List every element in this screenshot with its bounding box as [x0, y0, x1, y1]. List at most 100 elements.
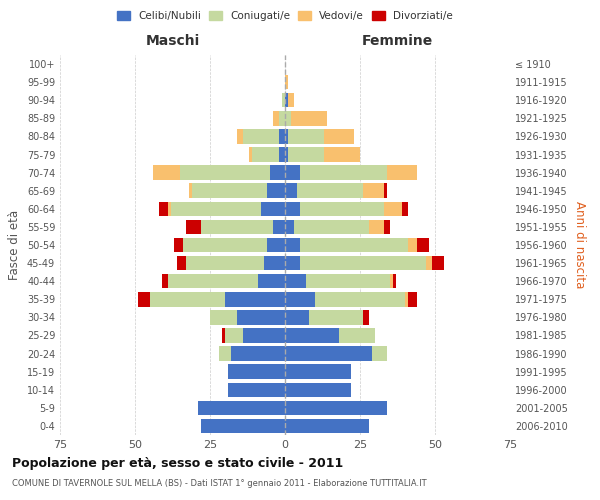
Bar: [285, 75, 288, 90]
Bar: [285, 220, 294, 234]
Bar: [285, 148, 288, 162]
Bar: [222, 328, 225, 342]
Bar: [153, 166, 180, 180]
Bar: [300, 166, 387, 180]
Bar: [138, 292, 150, 306]
Bar: [252, 148, 279, 162]
Bar: [408, 238, 417, 252]
Bar: [297, 184, 363, 198]
Bar: [384, 220, 390, 234]
Bar: [201, 418, 285, 433]
Bar: [432, 256, 444, 270]
Bar: [282, 93, 285, 108]
Bar: [168, 274, 258, 288]
Bar: [306, 274, 390, 288]
Bar: [279, 148, 285, 162]
Bar: [339, 328, 375, 342]
Bar: [393, 274, 396, 288]
Bar: [243, 129, 279, 144]
Bar: [315, 292, 405, 306]
Bar: [390, 274, 393, 288]
Bar: [210, 310, 237, 324]
Bar: [171, 202, 261, 216]
Bar: [264, 256, 285, 270]
Bar: [189, 184, 192, 198]
Bar: [285, 238, 300, 252]
Bar: [228, 364, 285, 379]
Bar: [384, 202, 402, 216]
Bar: [369, 220, 384, 234]
Text: Maschi: Maschi: [145, 34, 200, 48]
Bar: [288, 148, 324, 162]
Bar: [288, 129, 324, 144]
Bar: [408, 292, 417, 306]
Bar: [270, 166, 285, 180]
Bar: [324, 129, 354, 144]
Bar: [363, 310, 369, 324]
Y-axis label: Fasce di età: Fasce di età: [8, 210, 21, 280]
Bar: [237, 310, 285, 324]
Bar: [225, 292, 285, 306]
Bar: [384, 184, 387, 198]
Bar: [324, 148, 360, 162]
Bar: [219, 346, 231, 361]
Bar: [372, 346, 387, 361]
Bar: [402, 202, 408, 216]
Bar: [186, 220, 201, 234]
Bar: [162, 274, 168, 288]
Legend: Celibi/Nubili, Coniugati/e, Vedovi/e, Divorziati/e: Celibi/Nubili, Coniugati/e, Vedovi/e, Di…: [117, 11, 453, 21]
Bar: [285, 364, 351, 379]
Bar: [261, 202, 285, 216]
Bar: [288, 93, 294, 108]
Bar: [285, 184, 297, 198]
Bar: [285, 418, 369, 433]
Bar: [285, 256, 300, 270]
Bar: [285, 166, 300, 180]
Bar: [180, 166, 270, 180]
Bar: [258, 274, 285, 288]
Text: Popolazione per età, sesso e stato civile - 2011: Popolazione per età, sesso e stato civil…: [12, 458, 343, 470]
Bar: [387, 166, 417, 180]
Bar: [300, 256, 426, 270]
Bar: [291, 111, 327, 126]
Bar: [300, 202, 384, 216]
Text: Femmine: Femmine: [362, 34, 433, 48]
Bar: [174, 238, 183, 252]
Bar: [273, 220, 285, 234]
Bar: [285, 382, 351, 397]
Bar: [285, 328, 339, 342]
Bar: [231, 346, 285, 361]
Bar: [243, 328, 285, 342]
Bar: [285, 400, 387, 415]
Bar: [177, 256, 186, 270]
Bar: [150, 292, 225, 306]
Bar: [405, 292, 408, 306]
Bar: [300, 238, 408, 252]
Bar: [228, 382, 285, 397]
Bar: [279, 111, 285, 126]
Bar: [168, 202, 171, 216]
Bar: [249, 148, 252, 162]
Bar: [267, 238, 285, 252]
Bar: [192, 184, 267, 198]
Bar: [273, 111, 279, 126]
Bar: [309, 310, 363, 324]
Bar: [294, 220, 369, 234]
Bar: [183, 238, 267, 252]
Bar: [237, 129, 243, 144]
Bar: [267, 184, 285, 198]
Bar: [198, 400, 285, 415]
Bar: [285, 129, 288, 144]
Bar: [225, 328, 243, 342]
Bar: [426, 256, 432, 270]
Bar: [285, 111, 291, 126]
Bar: [285, 93, 288, 108]
Bar: [363, 184, 384, 198]
Bar: [279, 129, 285, 144]
Bar: [417, 238, 429, 252]
Bar: [186, 256, 264, 270]
Bar: [285, 292, 315, 306]
Bar: [285, 310, 309, 324]
Bar: [285, 346, 372, 361]
Y-axis label: Anni di nascita: Anni di nascita: [573, 202, 586, 288]
